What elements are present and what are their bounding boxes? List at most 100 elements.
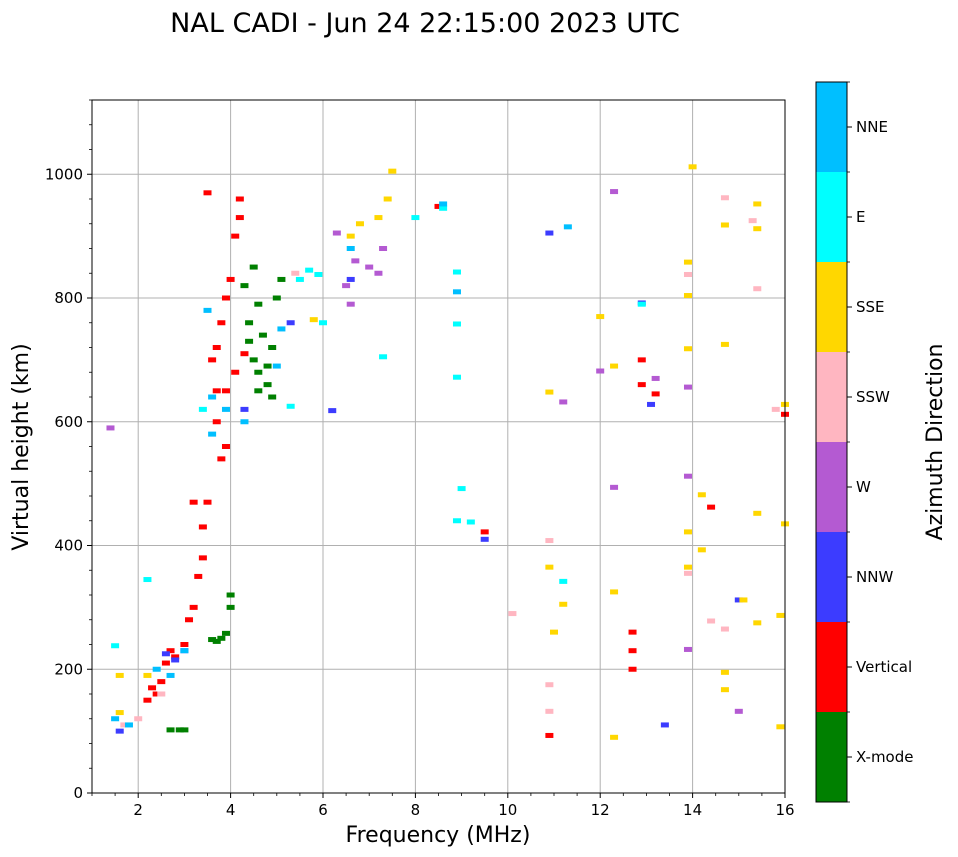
data-point-e — [305, 267, 314, 273]
data-point-e — [439, 205, 448, 211]
data-point-w — [342, 283, 351, 289]
data-point-sse — [683, 259, 692, 265]
data-point-x-mode — [208, 637, 217, 643]
data-point-sse — [683, 293, 692, 299]
data-point-x-mode — [263, 363, 272, 369]
colorbar-segment — [816, 712, 847, 802]
data-point-vertical — [235, 215, 244, 221]
x-tick-label: 8 — [411, 801, 421, 819]
colorbar-label: SSE — [856, 298, 885, 316]
y-tick-label: 1000 — [45, 165, 83, 183]
data-point-vertical — [180, 642, 189, 647]
data-point-vertical — [189, 499, 198, 505]
grid — [92, 100, 785, 793]
data-point-e — [295, 276, 304, 282]
data-point-ssw — [683, 570, 692, 576]
colorbar-segment — [816, 622, 847, 712]
data-point-e — [411, 215, 420, 221]
data-point-vertical — [434, 203, 443, 209]
data-point-sse — [683, 346, 692, 352]
data-point-e — [143, 577, 152, 583]
data-point-vertical — [217, 456, 226, 462]
data-point-nne — [166, 672, 175, 678]
data-point-nne — [152, 666, 161, 672]
data-point-nne — [111, 716, 120, 722]
data-point-vertical — [707, 504, 716, 510]
data-point-sse — [610, 734, 619, 740]
colorbar: X-mode Vertical NNW W SSW SSE E NNE — [815, 81, 913, 803]
data-point-sse — [753, 201, 762, 207]
axes: 2 4 6 8 10 12 14 16 0 200 400 600 800 1000 — [45, 99, 795, 819]
data-point-e — [111, 643, 120, 649]
data-point-sse — [388, 168, 397, 174]
data-point-ssw — [545, 708, 554, 714]
x-tick-label: 14 — [683, 801, 702, 819]
data-point-x-mode — [226, 604, 235, 610]
data-point-vertical — [203, 190, 212, 196]
data-point-vertical — [651, 391, 660, 397]
data-points — [106, 164, 789, 740]
data-point-x-mode — [254, 388, 263, 394]
data-point-ssw — [134, 716, 143, 722]
data-point-x-mode — [268, 394, 277, 400]
data-point-nnw — [647, 401, 656, 407]
data-point-nnw — [346, 276, 355, 282]
data-point-sse — [374, 215, 383, 221]
data-point-sse — [355, 221, 364, 227]
colorbar-segment — [816, 352, 847, 442]
data-point-ssw — [545, 682, 554, 688]
data-point-vertical — [212, 388, 221, 394]
data-point-nne — [240, 419, 249, 425]
data-point-ssw — [720, 195, 729, 201]
data-point-e — [198, 406, 207, 412]
data-point-x-mode — [258, 332, 267, 338]
data-point-sse — [550, 629, 558, 635]
x-tick-label: 6 — [318, 801, 328, 819]
colorbar-label: Vertical — [856, 658, 912, 676]
plot-background — [92, 100, 785, 793]
data-point-sse — [776, 724, 785, 730]
data-point-w — [651, 375, 660, 381]
data-point-x-mode — [254, 301, 263, 307]
data-point-ssw — [291, 270, 300, 276]
data-point-w — [596, 368, 605, 374]
data-point-vertical — [148, 685, 157, 691]
data-point-nne — [221, 406, 230, 412]
data-point-sse — [688, 164, 697, 170]
data-point-w — [365, 264, 374, 270]
x-tick-label: 16 — [775, 801, 794, 819]
data-point-sse — [720, 669, 729, 675]
data-point-ssw — [683, 271, 692, 277]
data-point-x-mode — [226, 592, 235, 598]
data-point-sse — [683, 564, 692, 570]
colorbar-label: W — [856, 478, 871, 496]
data-point-ssw — [720, 626, 729, 632]
data-point-ssw — [508, 611, 517, 617]
data-point-vertical — [637, 357, 646, 363]
data-point-vertical — [161, 660, 170, 666]
data-point-sse — [610, 589, 619, 595]
data-point-vertical — [152, 691, 161, 697]
data-point-w — [106, 425, 115, 431]
data-point-sse — [545, 564, 554, 570]
data-point-nnw — [480, 536, 489, 542]
data-point-x-mode — [245, 338, 254, 344]
data-point-w — [683, 473, 692, 479]
data-point-e — [637, 301, 646, 307]
data-point-w — [734, 708, 743, 714]
data-point-x-mode — [166, 727, 175, 733]
data-point-vertical — [221, 295, 230, 301]
colorbar-label: NNW — [856, 568, 893, 586]
data-point-nnw — [240, 406, 249, 412]
data-point-e — [452, 269, 461, 275]
data-point-vertical — [171, 654, 180, 660]
data-point-sse — [697, 547, 706, 553]
data-point-x-mode — [217, 635, 226, 641]
data-point-ssw — [157, 691, 166, 697]
data-point-w — [374, 270, 383, 276]
colorbar-label: X-mode — [856, 748, 913, 766]
data-point-sse — [610, 363, 619, 369]
data-point-ssw — [748, 218, 757, 224]
data-point-nnw — [286, 320, 295, 326]
data-point-vertical — [628, 648, 637, 654]
